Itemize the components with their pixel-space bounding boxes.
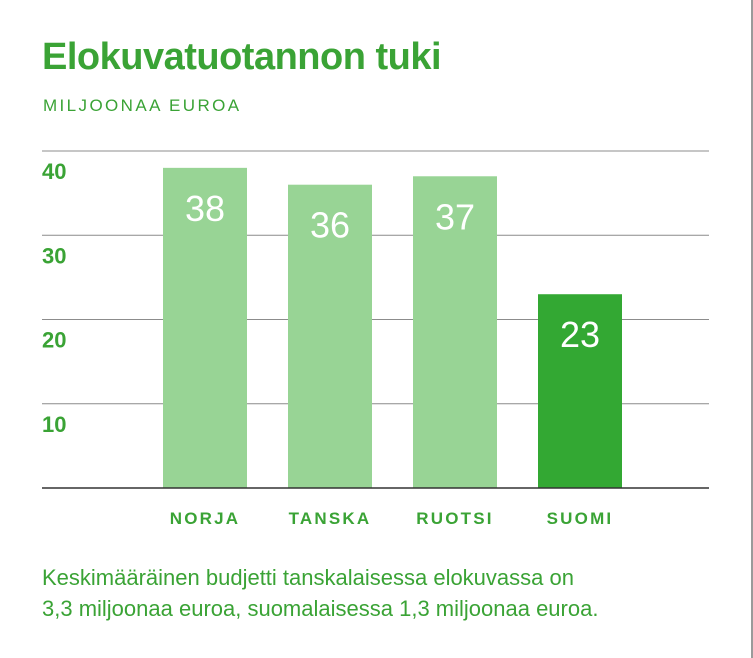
chart-subtitle: MILJOONAA EUROA (43, 96, 242, 115)
data-label-ruotsi: 37 (435, 196, 475, 237)
y-tick-label: 40 (42, 159, 66, 184)
category-label-norja: NORJA (170, 509, 241, 528)
category-label-ruotsi: RUOTSI (416, 509, 493, 528)
y-axis-ticks: 10 20 30 40 (42, 159, 66, 437)
footnote-line-2: 3,3 miljoonaa euroa, suomalaisessa 1,3 m… (42, 596, 599, 621)
bar-norja (163, 167, 247, 488)
data-labels: 38 36 37 23 (185, 188, 600, 355)
category-label-suomi: SUOMI (547, 509, 614, 528)
bar-ruotsi (413, 176, 497, 488)
y-tick-label: 30 (42, 243, 66, 268)
footnote: Keskimääräinen budjetti tanskalaisessa e… (42, 562, 722, 624)
category-label-tanska: TANSKA (289, 509, 372, 528)
frame-border (751, 0, 753, 658)
footnote-line-1: Keskimääräinen budjetti tanskalaisessa e… (42, 565, 574, 590)
x-axis-ticks: NORJA TANSKA RUOTSI SUOMI (170, 509, 614, 528)
bar-tanska (288, 184, 372, 488)
y-tick-label: 20 (42, 328, 66, 353)
data-label-tanska: 36 (310, 205, 350, 246)
data-label-norja: 38 (185, 188, 225, 229)
chart-title: Elokuvatuotannon tuki (42, 36, 442, 78)
data-label-suomi: 23 (560, 314, 600, 355)
bar-suomi (538, 294, 622, 488)
y-tick-label: 10 (42, 412, 66, 437)
bars (163, 167, 622, 488)
